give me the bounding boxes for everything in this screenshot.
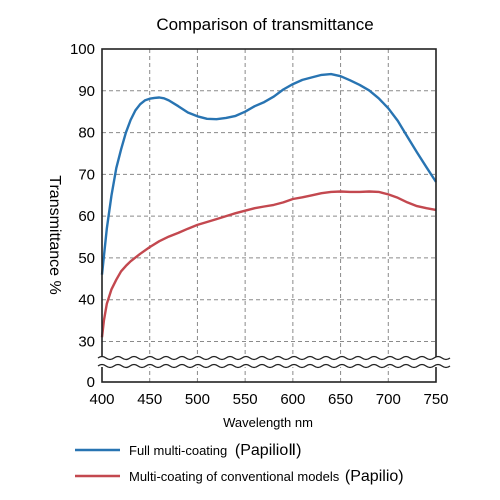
- axis-break-gap: [98, 357, 440, 367]
- y-axis-label: Transmittance %: [46, 175, 63, 294]
- y-tick-label-60: 60: [78, 208, 95, 225]
- legend-label-full-multi-coating: Full multi-coating: [129, 443, 227, 458]
- x-tick-label-700: 700: [376, 391, 401, 408]
- x-tick-label-450: 450: [137, 391, 162, 408]
- legend-entry-conventional: Multi-coating of conventional models (Pa…: [129, 468, 404, 485]
- legend-model-papilio-ii: (PapilioⅡ): [235, 442, 302, 459]
- legend-label-conventional: Multi-coating of conventional models: [129, 469, 340, 484]
- y-tick-label-70: 70: [78, 166, 95, 183]
- x-tick-label-650: 650: [328, 391, 353, 408]
- series-lines: [100, 72, 438, 338]
- legend-model-papilio: (Papilio): [345, 468, 404, 485]
- x-tick-label-750: 750: [423, 391, 448, 408]
- x-tick-label-500: 500: [185, 391, 210, 408]
- y-tick-label-100: 100: [70, 41, 95, 58]
- y-tick-label-90: 90: [78, 83, 95, 100]
- x-tick-label-550: 550: [233, 391, 258, 408]
- y-tick-label-80: 80: [78, 125, 95, 142]
- axis-break: [97, 355, 451, 369]
- series-line-1: [100, 190, 437, 338]
- axis-break-line-upper: [97, 355, 451, 361]
- y-tick-label-50: 50: [78, 250, 95, 267]
- tick-labels: 400 450 500 550 600 650 700 750 30 40 50 60 70 80 90 10…: [70, 41, 449, 408]
- axis-break-line-lower: [97, 363, 451, 369]
- chart-title: Comparison of transmittance: [156, 15, 373, 34]
- legend: Full multi-coating (PapilioⅡ) Multi-coat…: [75, 442, 404, 485]
- y-tick-label-0: 0: [87, 374, 95, 391]
- x-tick-label-400: 400: [89, 391, 114, 408]
- y-tick-label-40: 40: [78, 292, 95, 309]
- legend-entry-full-multi-coating: Full multi-coating (PapilioⅡ): [129, 442, 301, 459]
- y-tick-label-30: 30: [78, 334, 95, 351]
- x-axis-label: Wavelength nm: [223, 415, 313, 430]
- plot-frame: [101, 48, 437, 383]
- series-line-0: [100, 72, 438, 275]
- x-tick-label-600: 600: [280, 391, 305, 408]
